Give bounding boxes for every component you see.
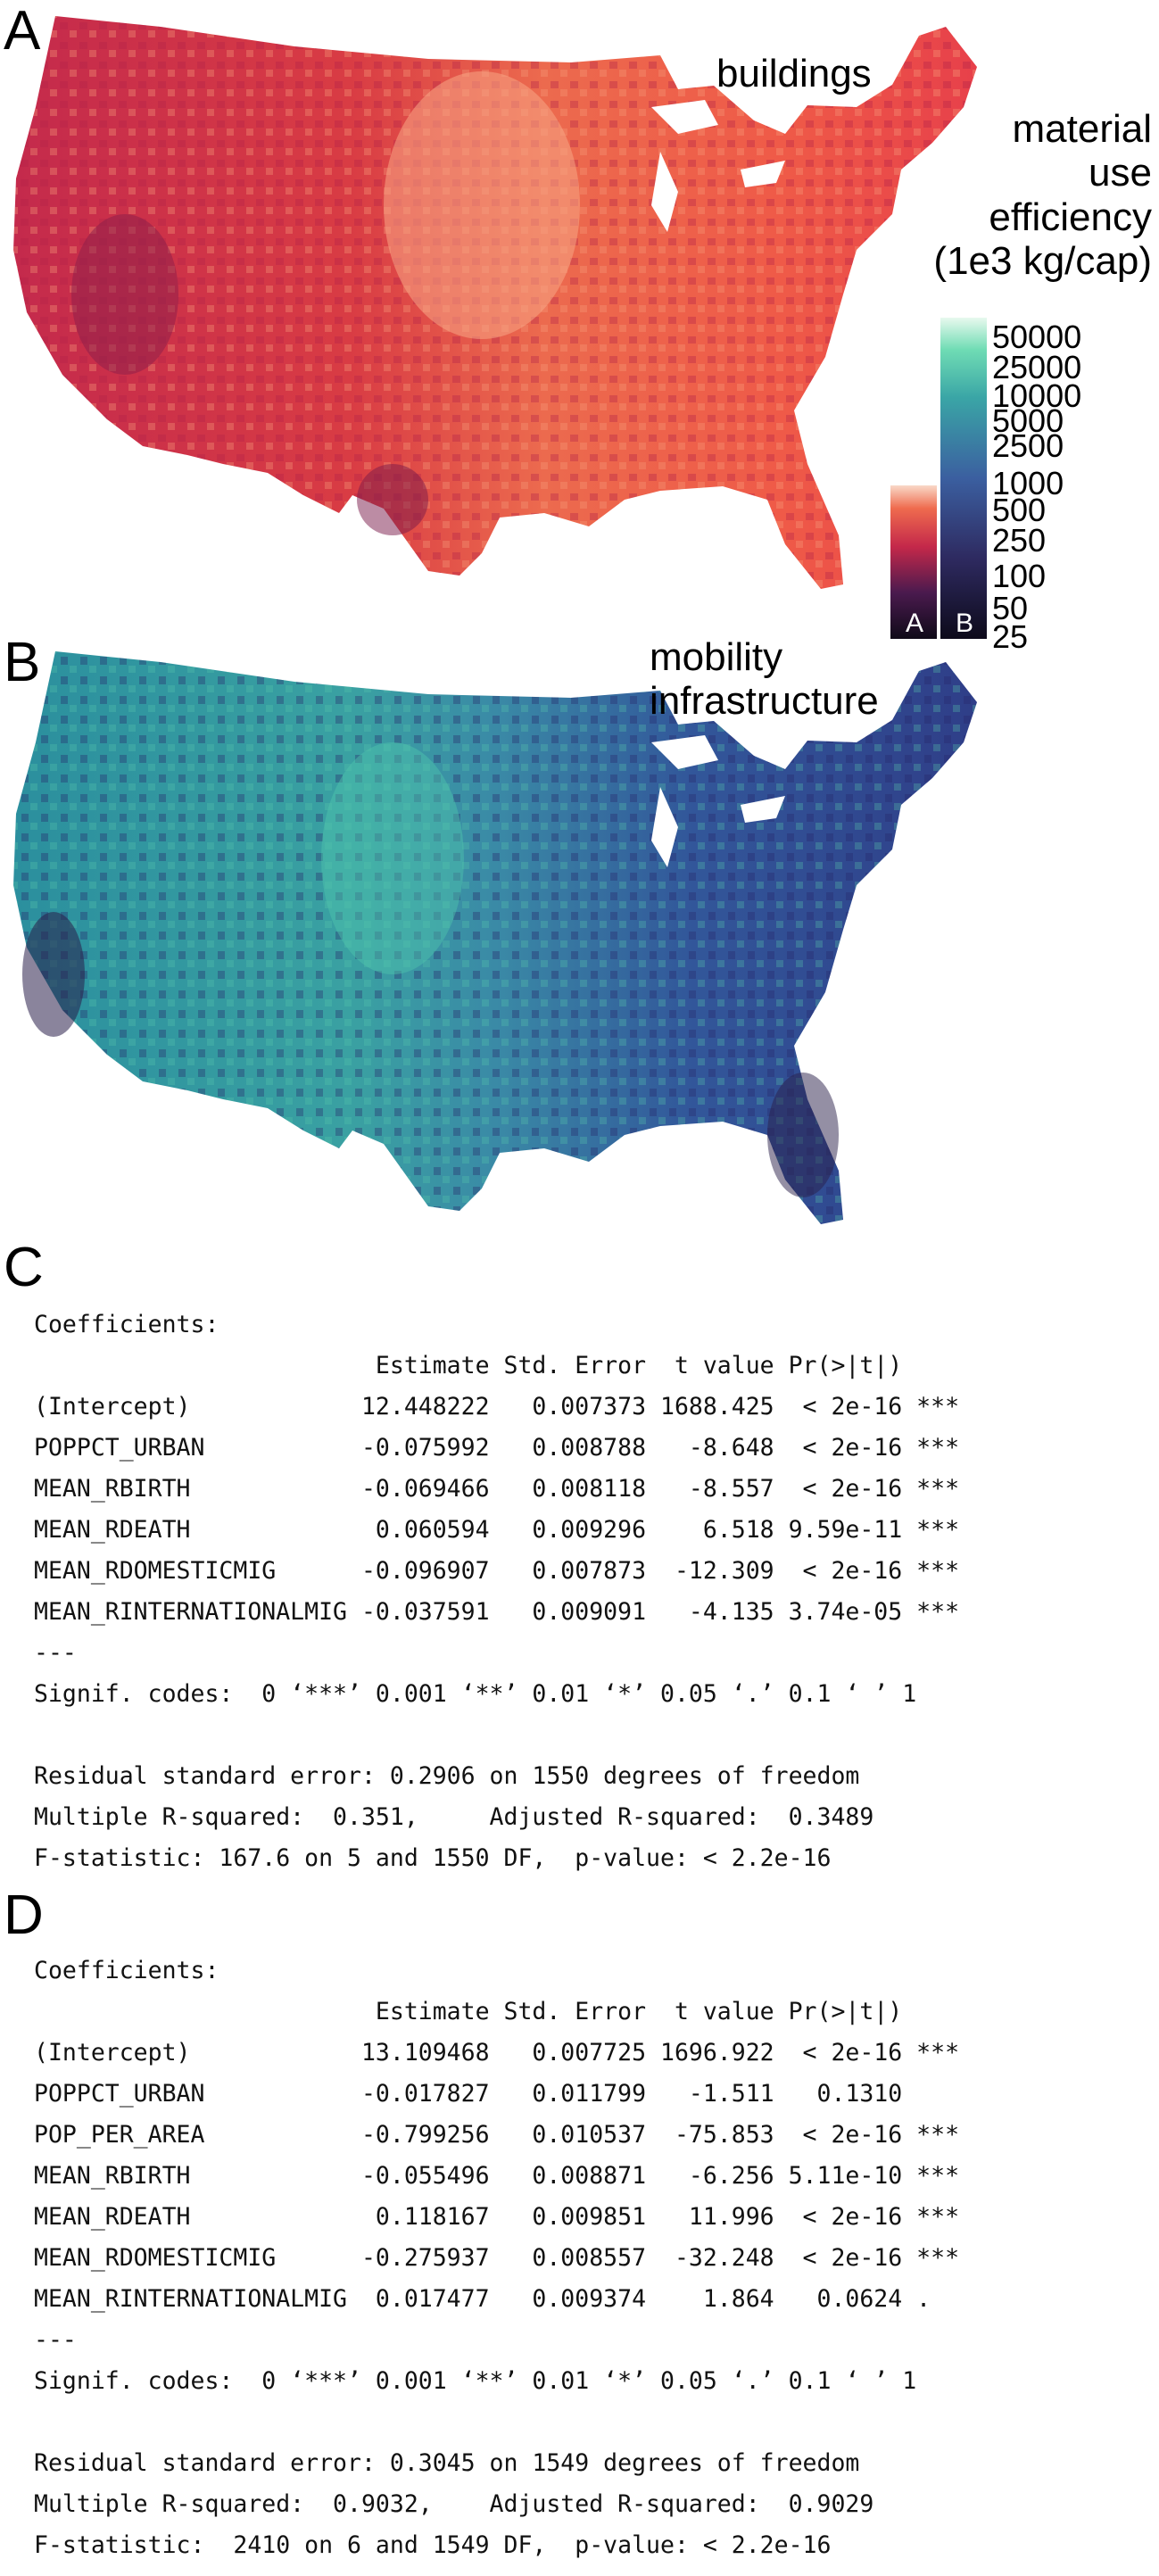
legend-bar-a <box>890 485 937 639</box>
regression-output-d: Coefficients: Estimate Std. Error t valu… <box>34 1951 959 2566</box>
legend-tick: 25000 <box>992 349 1082 385</box>
legend-tick: 2500 <box>992 427 1064 464</box>
regression-line: Estimate Std. Error t value Pr(>|t|) <box>34 1352 960 1379</box>
legend-tick: 100 <box>992 558 1047 594</box>
buildings-title: buildings <box>716 52 872 95</box>
regression-line: --- <box>34 2326 77 2354</box>
mobility-title: mobility infrastructure <box>650 635 879 724</box>
legend-bar-b-label: B <box>956 609 974 638</box>
legend-title-line: material <box>1012 107 1153 151</box>
regression-line: Residual standard error: 0.3045 on 1549 … <box>34 2449 860 2477</box>
regression-line: Estimate Std. Error t value Pr(>|t|) <box>34 1998 960 2025</box>
regression-line: Coefficients: <box>34 1957 219 1984</box>
regression-line: MEAN_RDEATH 0.118167 0.009851 11.996 < 2… <box>34 2203 960 2231</box>
regression-line: Multiple R-squared: 0.351, Adjusted R-sq… <box>34 1803 874 1831</box>
regression-line: MEAN_RINTERNATIONALMIG -0.037591 0.00909… <box>34 1598 960 1626</box>
panel-d-letter: D <box>4 1884 44 1946</box>
regression-line: MEAN_RDOMESTICMIG -0.096907 0.007873 -12… <box>34 1557 960 1585</box>
regression-line: MEAN_RBIRTH -0.055496 0.008871 -6.256 5.… <box>34 2162 960 2190</box>
regression-line: F-statistic: 2410 on 6 and 1549 DF, p-va… <box>34 2531 832 2559</box>
legend-tick: 250 <box>992 522 1047 559</box>
legend-tick: 10000 <box>992 377 1082 414</box>
regression-line: MEAN_RBIRTH -0.069466 0.008118 -8.557 < … <box>34 1475 960 1503</box>
regression-line: --- <box>34 1639 77 1667</box>
panel-b-letter: B <box>4 632 41 693</box>
regression-output-c: Coefficients: Estimate Std. Error t valu… <box>34 1305 959 1879</box>
regression-line: (Intercept) 12.448222 0.007373 1688.425 … <box>34 1393 960 1421</box>
color-legend <box>890 318 987 639</box>
regression-line: Signif. codes: 0 ‘***’ 0.001 ‘**’ 0.01 ‘… <box>34 1680 917 1708</box>
legend-tick: 25 <box>992 618 1029 655</box>
regression-line: F-statistic: 167.6 on 5 and 1550 DF, p-v… <box>34 1844 832 1872</box>
regression-line: MEAN_RDEATH 0.060594 0.009296 6.518 9.59… <box>34 1516 960 1544</box>
legend-bar-a-label: A <box>906 609 924 638</box>
panel-c-letter: C <box>4 1237 44 1298</box>
legend-tick: 50000 <box>992 319 1082 355</box>
regression-line: (Intercept) 13.109468 0.007725 1696.922 … <box>34 2039 960 2067</box>
regression-line: POP_PER_AREA -0.799256 0.010537 -75.853 … <box>34 2121 960 2149</box>
regression-line: MEAN_RINTERNATIONALMIG 0.017477 0.009374… <box>34 2285 960 2313</box>
mobility-map <box>13 651 977 1224</box>
regression-line: POPPCT_URBAN -0.017827 0.011799 -1.511 0… <box>34 2080 960 2108</box>
legend-tick: 500 <box>992 492 1047 528</box>
mobility-title-line: mobility <box>650 635 783 679</box>
regression-line <box>34 2402 959 2443</box>
legend-tick: 1000 <box>992 465 1064 501</box>
regression-line: POPPCT_URBAN -0.075992 0.008788 -8.648 <… <box>34 1434 960 1462</box>
legend-title-line: (1e3 kg/cap) <box>933 238 1152 283</box>
mobility-title-line: infrastructure <box>650 679 879 724</box>
regression-line <box>34 1715 959 1756</box>
legend-tick: 50 <box>992 590 1029 626</box>
panel-a-letter: A <box>4 0 41 62</box>
regression-line: Signif. codes: 0 ‘***’ 0.001 ‘**’ 0.01 ‘… <box>34 2367 917 2395</box>
legend-title-line: use <box>1089 151 1152 195</box>
regression-line: Multiple R-squared: 0.9032, Adjusted R-s… <box>34 2490 874 2518</box>
legend-bar-b <box>940 318 987 639</box>
legend-title: material use efficiency (1e3 kg/cap) <box>933 107 1152 283</box>
legend-title-line: efficiency <box>989 195 1152 239</box>
regression-line: Coefficients: <box>34 1311 219 1338</box>
buildings-map <box>13 16 977 589</box>
legend-tick: 5000 <box>992 402 1064 439</box>
regression-line: MEAN_RDOMESTICMIG -0.275937 0.008557 -32… <box>34 2244 960 2272</box>
regression-line: Residual standard error: 0.2906 on 1550 … <box>34 1762 860 1790</box>
